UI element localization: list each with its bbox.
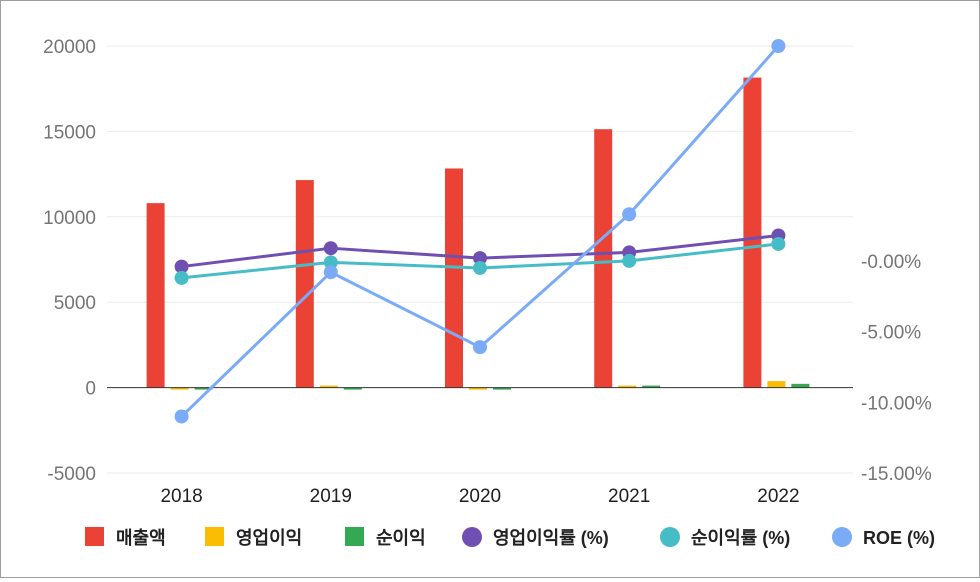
bar <box>618 385 637 388</box>
x-tick-label: 2021 <box>608 486 650 507</box>
legend-swatch <box>205 527 224 546</box>
bar <box>319 385 338 388</box>
series-point <box>174 259 189 274</box>
series-point <box>323 265 338 280</box>
legend-label: ROE (%) <box>863 528 935 548</box>
right-tick-label: -15.00% <box>861 464 932 485</box>
series-point <box>323 255 338 270</box>
series-line <box>180 45 780 418</box>
bar <box>295 180 314 388</box>
left-tick-label: 15000 <box>43 122 96 143</box>
bars <box>146 77 810 390</box>
legend-label: 영업이익 <box>236 528 302 548</box>
left-axis-ticks: 20000 15000 10000 5000 0 -5000 <box>43 37 96 485</box>
x-tick-label: 2020 <box>459 486 501 507</box>
series-point <box>771 236 786 251</box>
legend-swatch <box>345 527 364 546</box>
right-axis-ticks: -0.00% -5.00% -10.00% -15.00% <box>861 252 932 485</box>
bar <box>445 168 463 388</box>
legend-label: 매출액 <box>116 528 166 548</box>
legend-swatch <box>85 527 104 546</box>
series-point <box>174 409 189 424</box>
series-point <box>473 260 487 275</box>
bar <box>194 387 213 390</box>
legend-label: 순이익 <box>376 528 426 548</box>
x-tick-label: 2018 <box>160 486 202 507</box>
x-tick-label: 2022 <box>757 486 799 507</box>
series-point <box>622 207 637 222</box>
series-lines <box>174 39 786 424</box>
right-tick-label: -10.00% <box>861 393 932 414</box>
bar <box>642 385 661 388</box>
left-tick-label: -5000 <box>47 464 96 485</box>
legend-swatch <box>832 527 852 547</box>
series-point <box>473 251 487 266</box>
bar <box>343 387 362 390</box>
series-point <box>771 39 786 53</box>
bar <box>146 203 165 388</box>
legend-swatch <box>462 527 482 547</box>
legend: 매출액 영업이익 순이익 영업이익률 (%) 순이익률 (%) ROE (%) <box>85 527 935 548</box>
series-point <box>473 340 487 355</box>
bar <box>743 77 762 388</box>
bar <box>791 383 810 388</box>
bar <box>767 381 786 388</box>
x-axis-ticks: 2018 2019 2020 2021 2022 <box>160 486 799 507</box>
bar <box>493 387 511 390</box>
right-tick-label: -0.00% <box>861 252 921 273</box>
series-point <box>323 241 338 256</box>
bar <box>469 387 487 390</box>
left-tick-label: 20000 <box>43 37 96 58</box>
left-tick-label: 0 <box>85 379 96 400</box>
series-point <box>622 253 637 268</box>
legend-label: 영업이익률 (%) <box>493 528 609 548</box>
right-tick-label: -5.00% <box>861 323 921 344</box>
bar <box>170 387 189 390</box>
legend-swatch <box>660 527 680 547</box>
x-tick-label: 2019 <box>310 486 352 507</box>
bar <box>594 129 613 388</box>
left-tick-label: 10000 <box>43 208 96 229</box>
left-tick-label: 5000 <box>54 293 96 314</box>
gridlines <box>107 45 853 474</box>
series-point <box>174 270 189 285</box>
legend-label: 순이익률 (%) <box>691 528 790 548</box>
